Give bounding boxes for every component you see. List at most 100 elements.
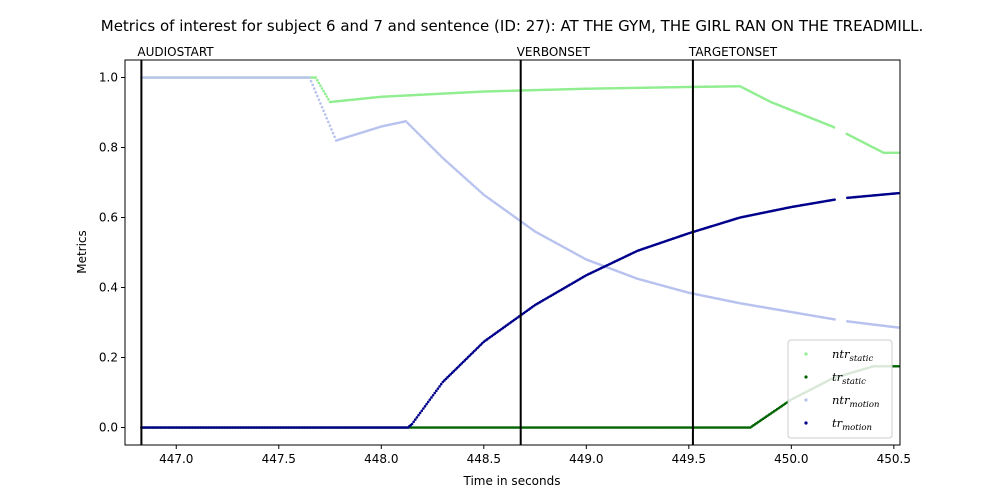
data-point (415, 416, 419, 419)
data-point (413, 418, 417, 421)
data-point (417, 413, 420, 417)
data-point (320, 87, 324, 90)
data-point (832, 126, 836, 129)
data-point (897, 191, 900, 195)
data-point (426, 400, 430, 404)
event-label: TARGETONSET (688, 45, 778, 59)
data-point (422, 407, 425, 410)
data-point (430, 396, 433, 399)
data-point (833, 318, 836, 321)
plot-area (140, 76, 900, 429)
y-axis-label: Metrics (75, 230, 89, 274)
data-point (320, 105, 324, 109)
chart-title: Metrics of interest for subject 6 and 7 … (101, 17, 924, 35)
data-point (315, 78, 319, 82)
data-point (419, 134, 422, 137)
data-point (331, 131, 335, 135)
data-point (325, 116, 329, 120)
data-point (410, 422, 414, 426)
x-tick-label: 450.0 (774, 452, 808, 466)
x-tick-label: 447.0 (159, 452, 193, 466)
data-point (420, 135, 424, 139)
data-point (411, 126, 414, 129)
legend-marker (804, 352, 808, 356)
data-point (435, 389, 438, 393)
data-point (417, 132, 421, 136)
data-point (422, 137, 425, 141)
x-tick-label: 447.5 (262, 452, 296, 466)
data-point (423, 139, 427, 142)
legend-marker (804, 421, 808, 425)
data-point (431, 147, 435, 150)
legend-box (787, 339, 893, 439)
x-tick-label: 450.5 (877, 452, 911, 466)
data-point (404, 119, 408, 123)
data-point (330, 128, 333, 131)
data-point (423, 405, 427, 408)
data-point (433, 148, 437, 152)
data-point (897, 364, 900, 368)
event-label: AUDIOSTART (137, 45, 214, 59)
data-point (327, 120, 330, 124)
series-tr-motion (140, 191, 900, 429)
plot-frame (124, 59, 901, 446)
data-point (323, 113, 327, 116)
data-point (317, 81, 321, 85)
data-point (319, 102, 322, 105)
data-point (415, 131, 419, 134)
x-tick-label: 448.5 (467, 452, 501, 466)
data-point (418, 411, 422, 415)
data-point (439, 382, 443, 386)
data-point (325, 95, 329, 98)
y-tick-label: 0.0 (99, 421, 118, 435)
data-point (322, 109, 325, 113)
data-point (316, 94, 319, 98)
data-point (436, 387, 440, 390)
data-point (308, 76, 311, 79)
data-point (407, 123, 411, 126)
data-point (425, 402, 428, 406)
data-point (433, 391, 437, 395)
data-point (438, 153, 441, 157)
data-point (430, 145, 433, 149)
data-point (328, 124, 332, 127)
data-point (436, 151, 440, 155)
data-point (897, 326, 900, 329)
data-point (833, 198, 836, 201)
y-tick-label: 0.2 (99, 351, 118, 365)
event-label: VERBONSET (517, 45, 591, 59)
data-point (439, 155, 443, 158)
legend-marker (804, 398, 808, 402)
data-point (406, 121, 409, 125)
data-point (319, 84, 322, 87)
data-point (312, 87, 316, 90)
data-point (897, 151, 900, 155)
data-point (438, 385, 441, 388)
y-tick-label: 1.0 (99, 71, 118, 85)
data-point (333, 135, 336, 139)
series-ntr-motion (140, 76, 900, 329)
data-point (412, 127, 416, 131)
data-point (435, 150, 438, 153)
legend-marker (804, 375, 808, 379)
data-point (314, 76, 317, 79)
data-point (428, 143, 432, 147)
data-point (311, 83, 314, 87)
y-axis: 0.0 0.2 0.4 0.6 0.8 1.0 (99, 71, 125, 435)
data-point (327, 97, 330, 101)
data-point (431, 393, 435, 397)
x-tick-label: 448.0 (364, 452, 398, 466)
data-point (309, 79, 313, 83)
data-point (414, 129, 417, 133)
data-point (323, 92, 327, 96)
data-point (428, 398, 432, 401)
data-point (412, 420, 415, 424)
y-tick-label: 0.4 (99, 281, 118, 295)
y-tick-label: 0.6 (99, 211, 118, 225)
data-point (314, 91, 318, 94)
x-axis-label: Time in seconds (463, 474, 561, 488)
x-axis: 447.0 447.5 448.0 448.5 449.0 449.5 450.0 450.5 (159, 445, 911, 466)
y-tick-label: 0.8 (99, 141, 118, 155)
